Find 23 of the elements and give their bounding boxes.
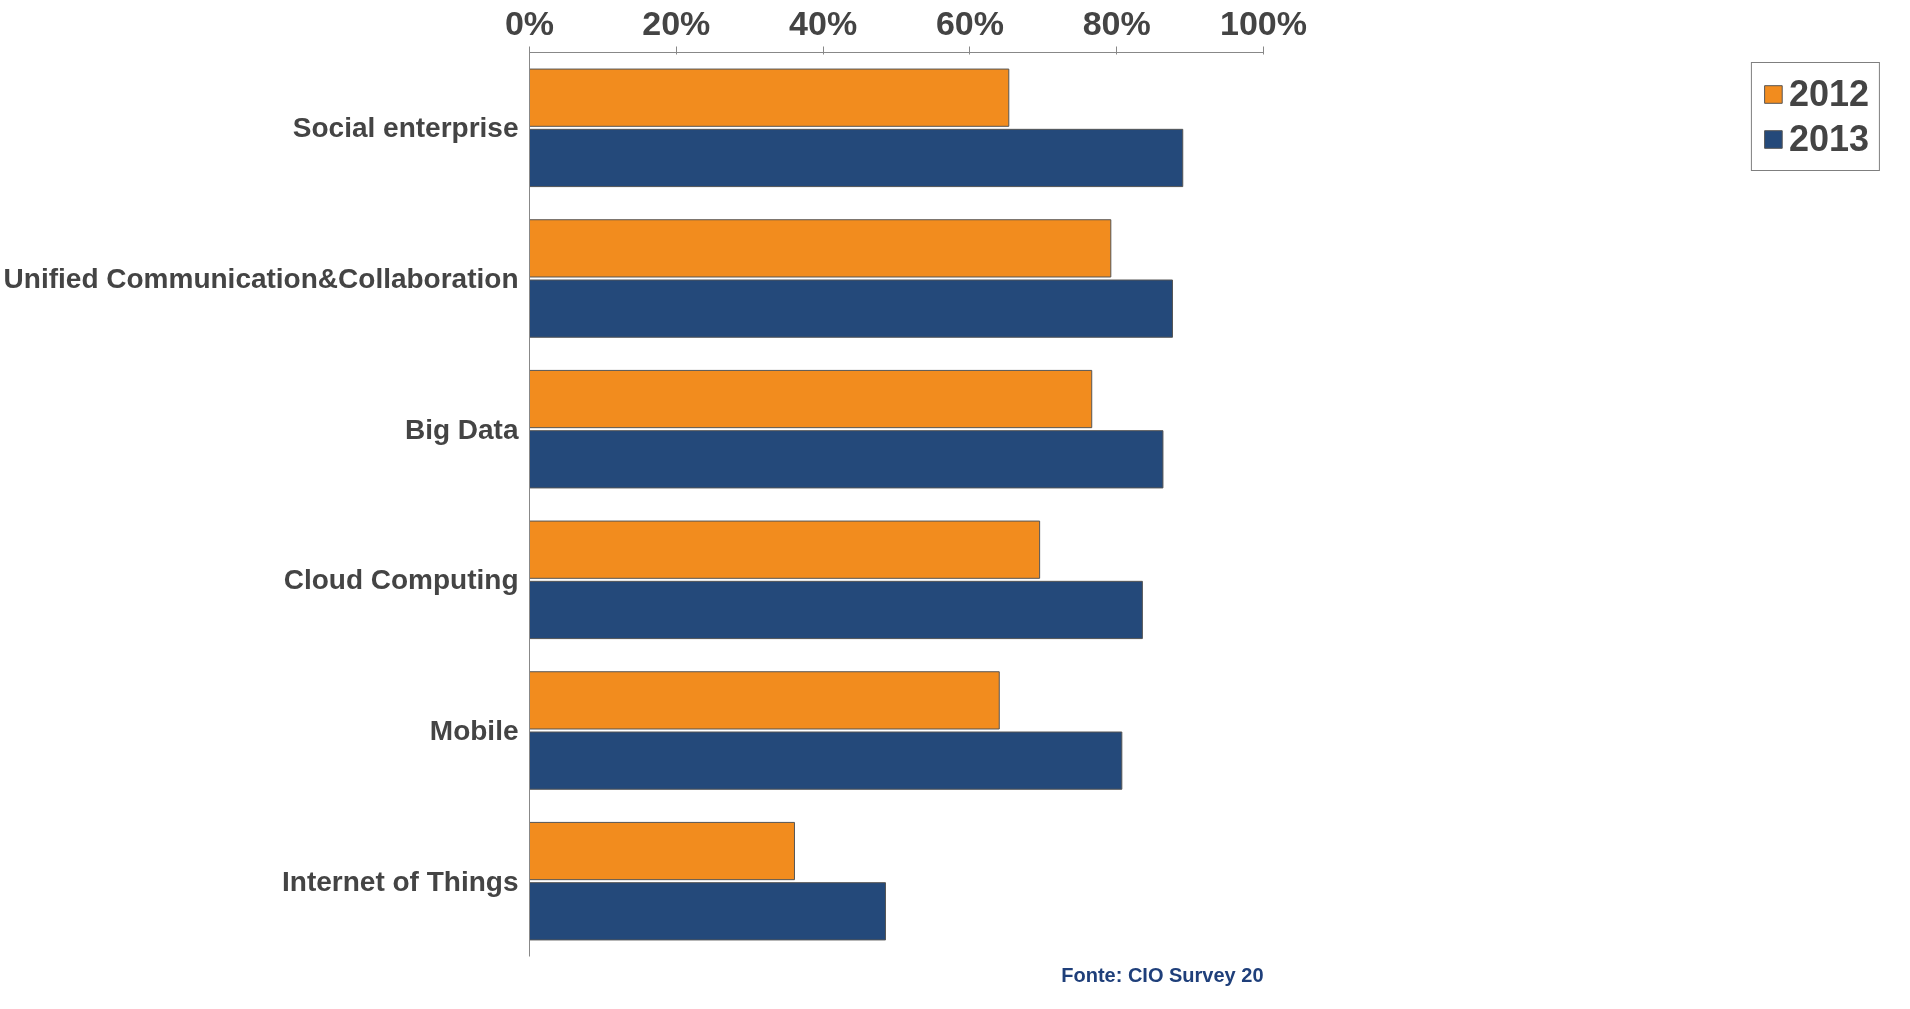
x-tick-label: 0% bbox=[504, 3, 555, 42]
bar bbox=[529, 882, 886, 941]
bar bbox=[529, 369, 1093, 429]
x-tick-label: 40% bbox=[789, 3, 858, 42]
x-tick-label: 100% bbox=[1220, 3, 1307, 42]
legend-label: 2013 bbox=[1788, 118, 1869, 160]
bar bbox=[529, 430, 1164, 489]
y-tick-label: Cloud Computing bbox=[283, 564, 519, 596]
y-tick-label: Mobile bbox=[429, 715, 519, 746]
bar bbox=[529, 580, 1143, 640]
legend-label: 2012 bbox=[1788, 73, 1869, 115]
bar bbox=[529, 821, 795, 881]
y-tick-label: Social enterprise bbox=[292, 112, 519, 144]
source-note: Fonte: CIO Survey 20 bbox=[1061, 963, 1264, 986]
y-tick-label: Unified Communication&Collaboration bbox=[3, 263, 519, 294]
y-tick-label: Big Data bbox=[404, 413, 519, 445]
bar bbox=[529, 68, 1010, 127]
x-tick-label: 80% bbox=[1082, 3, 1151, 42]
x-tick-label: 60% bbox=[935, 3, 1004, 42]
x-tick-label: 20% bbox=[642, 3, 711, 42]
y-tick-label: Internet of Things bbox=[282, 865, 519, 897]
bar bbox=[529, 520, 1041, 579]
bar bbox=[529, 128, 1184, 188]
